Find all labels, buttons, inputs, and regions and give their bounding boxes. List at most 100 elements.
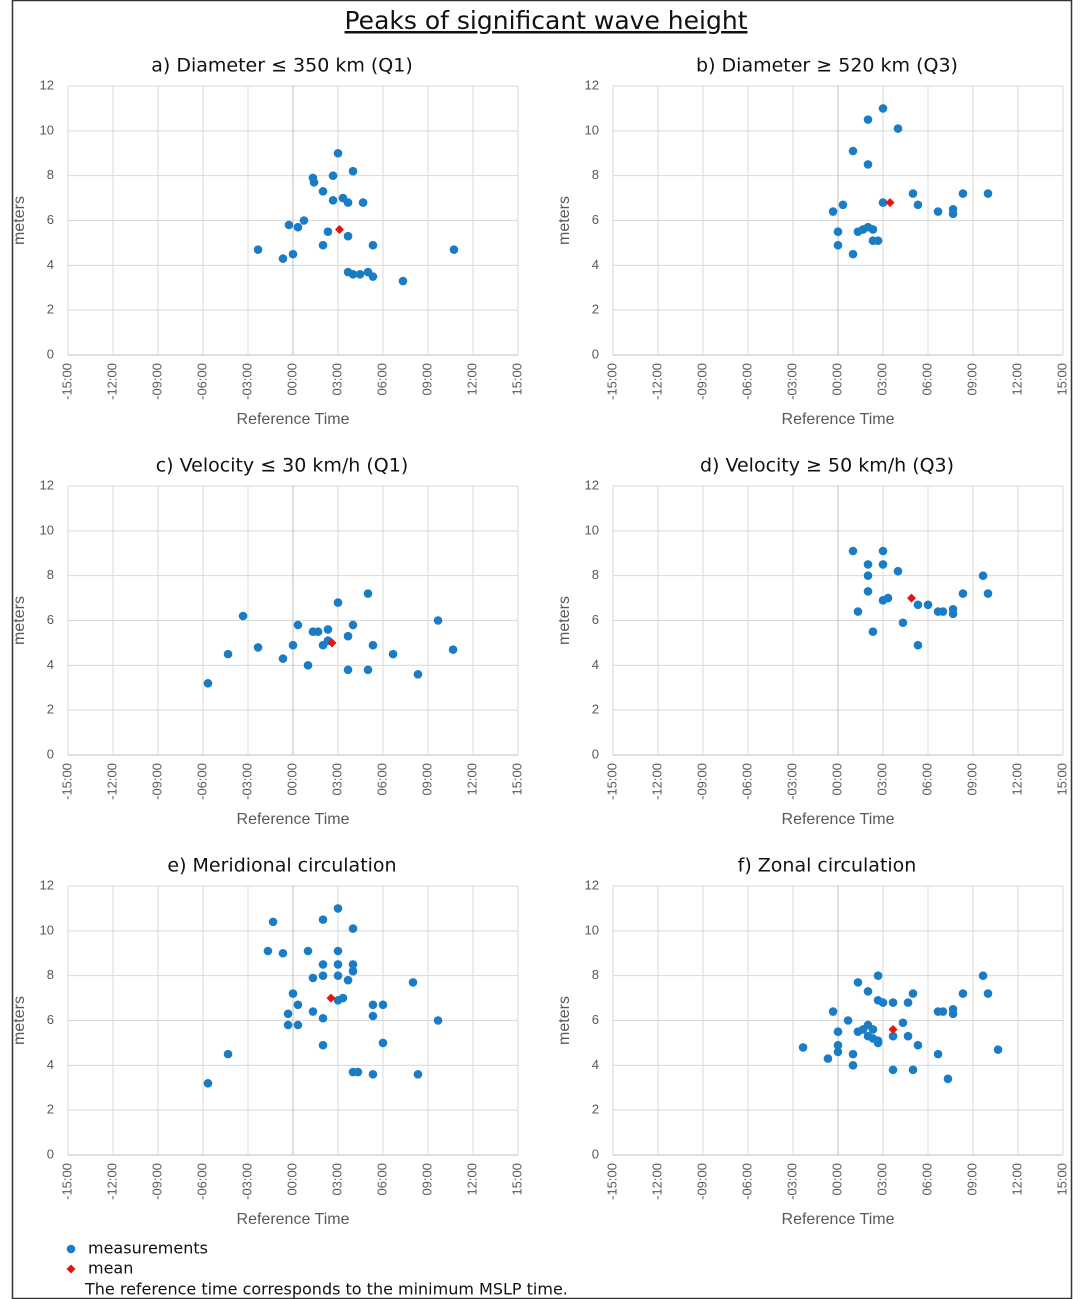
mean-point [335,224,344,234]
mean-point [327,638,337,648]
point [388,649,398,659]
point [343,975,353,985]
x-tick-label: -09:00 [149,363,164,400]
legend-marker [66,1264,76,1274]
x-tick-label: -12:00 [104,763,119,800]
x-tick-label: 09:00 [964,763,979,796]
point [913,640,923,650]
point [978,971,988,980]
point [318,187,328,196]
x-tick-label: -12:00 [104,363,119,400]
point [348,960,358,969]
point [308,973,318,983]
panel-title: c) Velocity ≤ 30 km/h (Q1) [156,455,409,477]
point [843,1016,853,1025]
point [223,649,233,659]
point [883,593,893,603]
point [363,665,373,675]
x-tick-label: 15:00 [509,363,524,396]
y-tick-label: 4 [47,257,54,272]
point [448,645,458,654]
point [983,189,993,198]
point [848,1049,858,1059]
y-tick-label: 2 [592,1102,599,1117]
legend-marker [66,1244,76,1254]
point [253,245,263,254]
point [878,104,888,113]
point [328,171,338,180]
y-axis-label: meters [556,996,573,1045]
x-tick-label: -03:00 [239,1163,254,1200]
point [943,1074,953,1084]
x-tick-label: -06:00 [739,1163,754,1200]
point [413,1070,423,1079]
x-tick-label: 09:00 [419,363,434,396]
point [318,960,328,969]
point [828,207,838,216]
x-tick-label: -06:00 [194,763,209,800]
point [343,231,353,241]
point [923,600,933,610]
y-tick-label: 12 [40,877,54,892]
point [853,607,863,616]
y-tick-label: 8 [592,967,599,982]
point [449,245,459,254]
y-tick-label: 6 [47,1012,54,1027]
y-tick-label: 2 [592,702,599,717]
y-tick-label: 12 [585,77,599,92]
x-tick-label: 12:00 [464,363,479,396]
point [888,1031,898,1041]
x-tick-label: 00:00 [284,763,299,796]
y-tick-label: 12 [585,477,599,492]
point [833,1027,843,1037]
x-tick-label: 00:00 [829,363,844,396]
point [323,625,333,634]
x-tick-label: 00:00 [284,363,299,396]
point [293,222,303,232]
point [333,971,343,980]
point [278,254,288,263]
point [868,1025,878,1034]
point [933,1049,943,1059]
x-tick-label: -03:00 [239,763,254,800]
x-tick-label: -03:00 [239,363,254,400]
point [353,1067,363,1077]
x-tick-label: 03:00 [329,363,344,396]
x-tick-label: 12:00 [464,763,479,796]
point [848,146,858,156]
point [318,971,328,980]
point [833,240,843,250]
point [938,1007,948,1016]
point [318,1013,328,1023]
point [358,198,368,207]
y-tick-label: 0 [592,1146,599,1161]
x-tick-label: -06:00 [739,363,754,400]
point [908,1065,918,1075]
x-tick-label: -12:00 [649,363,664,400]
point [948,609,958,619]
point [348,966,358,976]
x-tick-label: 03:00 [874,363,889,396]
point [868,627,878,637]
y-tick-label: 6 [592,612,599,627]
x-tick-label: -09:00 [694,763,709,800]
legend-label: measurements [88,1239,208,1258]
point [299,216,309,225]
point [913,600,923,610]
y-tick-label: 0 [47,1146,54,1161]
point [888,998,898,1007]
point [898,618,908,628]
mean-point [888,1024,898,1034]
y-axis-label: meters [11,596,28,645]
x-tick-label: 06:00 [919,763,934,796]
y-tick-label: 2 [47,302,54,317]
point [368,240,378,250]
point [278,654,288,663]
point [898,1018,908,1028]
y-tick-label: 4 [47,657,54,672]
y-tick-label: 8 [592,567,599,582]
x-tick-label: 00:00 [829,1163,844,1196]
point [318,915,328,924]
